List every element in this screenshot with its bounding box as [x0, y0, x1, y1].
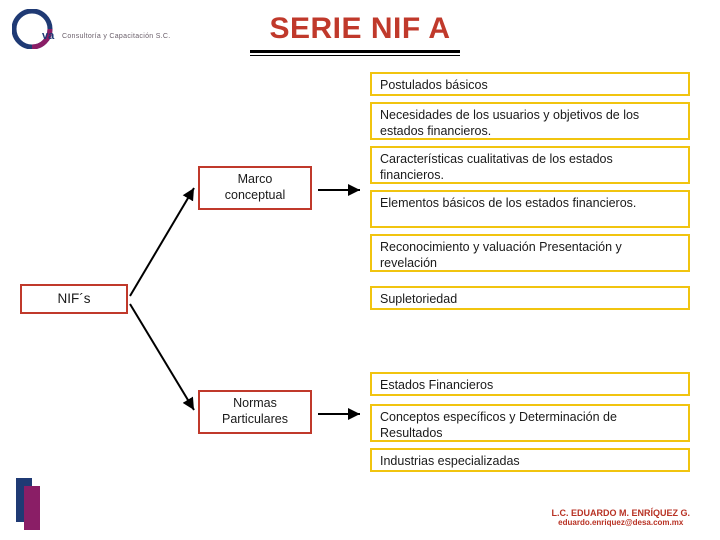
page-title: SERIE NIF A: [0, 12, 720, 46]
arrow-nifs-marco: [128, 180, 200, 300]
footer-name: L.C. EDUARDO M. ENRÍQUEZ G.: [551, 508, 690, 519]
right-postulados-text: Postulados básicos: [380, 78, 488, 92]
right-estados-text: Estados Financieros: [380, 378, 493, 392]
right-postulados: Postulados básicos: [370, 72, 690, 96]
right-industrias: Industrias especializadas: [370, 448, 690, 472]
arrow-normas-right: [316, 404, 366, 424]
right-industrias-text: Industrias especializadas: [380, 454, 520, 468]
right-necesidades-text: Necesidades de los usuarios y objetivos …: [380, 108, 639, 138]
node-marco: Marco conceptual: [198, 166, 312, 210]
right-conceptos-text: Conceptos específicos y Determinación de…: [380, 410, 617, 440]
node-nifs: NIF´s: [20, 284, 128, 314]
node-normas-label: Normas Particulares: [208, 396, 302, 427]
node-normas: Normas Particulares: [198, 390, 312, 434]
footer-email: eduardo.enriquez@desa.com.mx: [551, 518, 690, 528]
title-underline: [250, 50, 460, 53]
right-necesidades: Necesidades de los usuarios y objetivos …: [370, 102, 690, 140]
right-reconocimiento: Reconocimiento y valuación Presentación …: [370, 234, 690, 272]
right-caracteristicas: Características cualitativas de los esta…: [370, 146, 690, 184]
right-elementos: Elementos básicos de los estados financi…: [370, 190, 690, 228]
node-marco-label: Marco conceptual: [208, 172, 302, 203]
footer: L.C. EDUARDO M. ENRÍQUEZ G. eduardo.enri…: [551, 508, 690, 528]
right-estados: Estados Financieros: [370, 372, 690, 396]
node-nifs-label: NIF´s: [58, 291, 91, 308]
right-supletoriedad-text: Supletoriedad: [380, 292, 457, 306]
arrow-nifs-normas: [128, 300, 200, 420]
right-elementos-text: Elementos básicos de los estados financi…: [380, 196, 636, 210]
decorative-bars: [16, 478, 32, 522]
right-caracteristicas-text: Características cualitativas de los esta…: [380, 152, 613, 182]
right-conceptos: Conceptos específicos y Determinación de…: [370, 404, 690, 442]
right-reconocimiento-text: Reconocimiento y valuación Presentación …: [380, 240, 622, 270]
right-supletoriedad: Supletoriedad: [370, 286, 690, 310]
arrow-marco-right: [316, 180, 366, 200]
